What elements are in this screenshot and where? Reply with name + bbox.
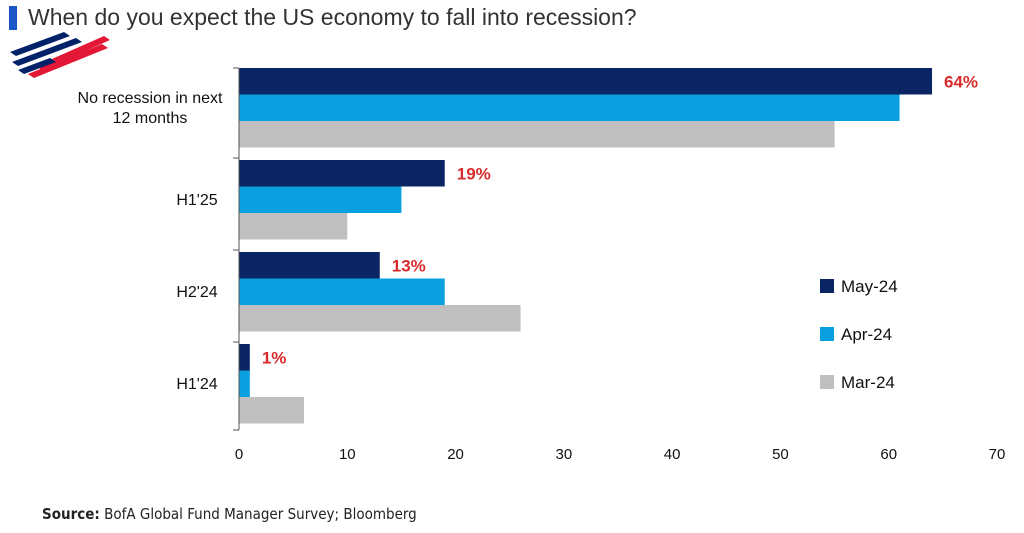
bar-mar-24-no-recession-in-next-12-months [239,121,835,148]
bar-apr-24-h1-25 [239,186,402,213]
data-label-h1-25: 19% [457,164,491,183]
x-tick-label-40: 40 [664,446,681,463]
x-tick-label-30: 30 [556,446,573,463]
recession-bar-chart: 64% 19% 13% 1% No recession in next 12 month… [78,67,1006,463]
bar-may-24-h1-25 [239,160,445,187]
data-label-h2-24: 13% [392,256,426,275]
source-note: Source: BofA Global Fund Manager Survey;… [42,505,417,523]
category-label-h1-25: H1'25 [176,192,217,209]
legend-swatch-apr-24 [820,327,834,341]
x-tick-label-0: 0 [235,446,243,463]
legend-label-mar-24: Mar-24 [841,373,895,392]
category-label-h2-24: H2'24 [176,284,217,301]
legend-swatch-may-24 [820,279,834,293]
bar-apr-24-no-recession-in-next-12-months [239,94,900,121]
x-tick-label-20: 20 [447,446,464,463]
x-tick-label-70: 70 [989,446,1006,463]
page-title: When do you expect the US economy to fal… [28,4,637,30]
data-label-h1-24: 1% [262,348,287,367]
source-text: BofA Global Fund Manager Survey; Bloombe… [104,505,417,523]
title-accent-bar [9,6,17,30]
bar-mar-24-h1-25 [239,213,348,240]
bank-flag-logo-icon [10,32,110,78]
legend-swatch-mar-24 [820,375,834,389]
bar-apr-24-h1-24 [239,370,250,397]
source-label: Source: [42,505,100,523]
x-tick-label-10: 10 [339,446,356,463]
bar-apr-24-h2-24 [239,278,445,305]
category-label-no-recession-in-next-12-months: No recession in next 12 months [78,90,224,127]
data-label-no-recession-in-next-12-months: 64% [944,72,978,91]
bar-mar-24-h1-24 [239,397,304,424]
legend-label-apr-24: Apr-24 [841,325,892,344]
bar-may-24-h1-24 [239,344,250,371]
x-tick-label-60: 60 [880,446,897,463]
bar-mar-24-h2-24 [239,305,521,332]
bar-may-24-no-recession-in-next-12-months [239,68,933,95]
legend-label-may-24: May-24 [841,277,898,296]
x-tick-label-50: 50 [772,446,789,463]
category-label-h1-24: H1'24 [176,376,217,393]
bar-may-24-h2-24 [239,252,380,279]
